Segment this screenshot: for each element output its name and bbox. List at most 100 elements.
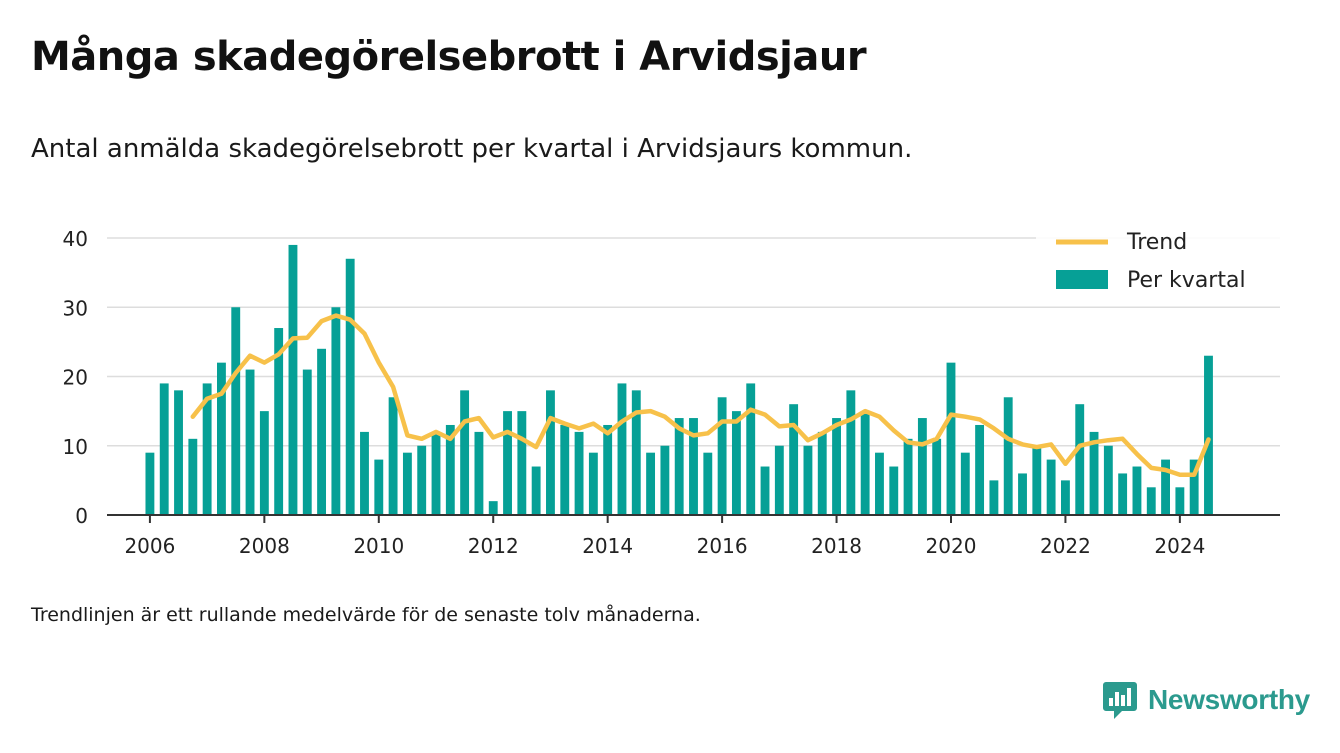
bar — [374, 459, 384, 515]
bar — [817, 431, 827, 515]
bar — [217, 362, 226, 515]
bar — [1189, 459, 1199, 515]
bar — [1118, 473, 1128, 515]
bar — [731, 411, 741, 515]
bar — [159, 383, 169, 515]
brand-name: Newsworthy — [1148, 684, 1310, 715]
bar — [417, 445, 427, 515]
legend-label-bars: Per kvartal — [1127, 268, 1246, 293]
bar — [388, 397, 398, 515]
bar — [445, 424, 455, 515]
x-tick-label: 2024 — [1154, 534, 1205, 558]
y-tick-label: 20 — [63, 366, 88, 390]
page-title: Många skadegörelsebrott i Arvidsjaur — [31, 34, 867, 80]
bar — [1060, 480, 1070, 515]
x-tick-label: 2020 — [926, 534, 977, 558]
bar — [617, 383, 627, 515]
bar — [660, 445, 670, 515]
bar — [1204, 355, 1213, 515]
bar — [774, 445, 784, 515]
bar — [932, 438, 942, 515]
bar — [975, 424, 985, 515]
bar — [1161, 459, 1170, 515]
bar — [145, 452, 155, 515]
bar — [331, 307, 341, 515]
bar — [1075, 404, 1085, 515]
bar — [302, 369, 312, 515]
bar — [560, 424, 570, 515]
bar — [1175, 487, 1185, 515]
bar — [903, 438, 913, 515]
bar — [946, 362, 956, 515]
bar — [488, 501, 498, 515]
footnote: Trendlinjen är ett rullande medelvärde f… — [31, 604, 701, 626]
y-tick-label: 30 — [63, 296, 88, 320]
chart-container: 0 10 20 30 40 2006 2008 2010 2012 2014 2016 2018 202… — [0, 200, 1340, 580]
bar — [760, 466, 770, 515]
bar — [603, 424, 613, 515]
trend-line — [190, 313, 1211, 478]
bar — [674, 418, 684, 515]
bar — [631, 390, 641, 515]
y-tick-label: 0 — [75, 504, 88, 528]
bar — [288, 244, 298, 516]
bar — [803, 445, 813, 515]
bar — [431, 431, 441, 515]
bar — [1032, 445, 1042, 515]
bar — [188, 438, 198, 515]
y-tick-label: 10 — [63, 435, 88, 459]
bar — [1046, 459, 1056, 515]
bar — [460, 390, 470, 515]
page-subtitle: Antal anmälda skadegörelsebrott per kvar… — [31, 134, 913, 164]
x-tick-label: 2022 — [1040, 534, 1091, 558]
bar — [1089, 431, 1099, 515]
bar — [546, 390, 555, 515]
bar — [231, 307, 241, 515]
bar — [1018, 473, 1027, 515]
bar — [875, 452, 884, 515]
bar — [917, 418, 927, 515]
bar — [202, 383, 212, 515]
newsworthy-logo-icon — [1103, 682, 1137, 719]
bar — [245, 369, 255, 515]
bar — [889, 466, 899, 515]
bar — [703, 452, 713, 515]
bar — [274, 328, 284, 515]
x-tick-label: 2018 — [811, 534, 862, 558]
bar — [574, 431, 584, 515]
x-tick-label: 2014 — [582, 534, 633, 558]
y-tick-label: 40 — [63, 227, 88, 251]
bar — [689, 418, 698, 515]
bar — [517, 411, 527, 515]
bar — [174, 390, 183, 515]
bar — [588, 452, 598, 515]
bar — [503, 411, 512, 515]
bar — [846, 390, 856, 515]
bar — [259, 411, 269, 515]
x-tick-label: 2012 — [468, 534, 519, 558]
bar — [989, 480, 999, 515]
bar — [531, 466, 541, 515]
bar — [360, 431, 369, 515]
bar — [789, 404, 799, 515]
bar — [832, 418, 841, 515]
x-tick-label: 2008 — [239, 534, 290, 558]
bar — [474, 431, 484, 515]
bar — [1146, 487, 1156, 515]
bar — [1103, 445, 1113, 515]
bar — [717, 397, 727, 515]
bar — [746, 383, 756, 515]
x-tick-label: 2006 — [124, 534, 175, 558]
bar — [402, 452, 412, 515]
bar — [317, 348, 327, 515]
bar — [1003, 397, 1013, 515]
legend-swatch-bars — [1056, 270, 1108, 289]
bar-line-chart: 0 10 20 30 40 2006 2008 2010 2012 2014 2016 2018 202… — [63, 226, 1282, 558]
legend-box — [1036, 226, 1282, 302]
bar — [860, 411, 870, 515]
x-tick-label: 2010 — [353, 534, 404, 558]
brand-logo: Newsworthy — [1102, 680, 1310, 720]
bar — [646, 452, 656, 515]
bar — [1132, 466, 1142, 515]
legend-label-trend: Trend — [1126, 230, 1187, 255]
